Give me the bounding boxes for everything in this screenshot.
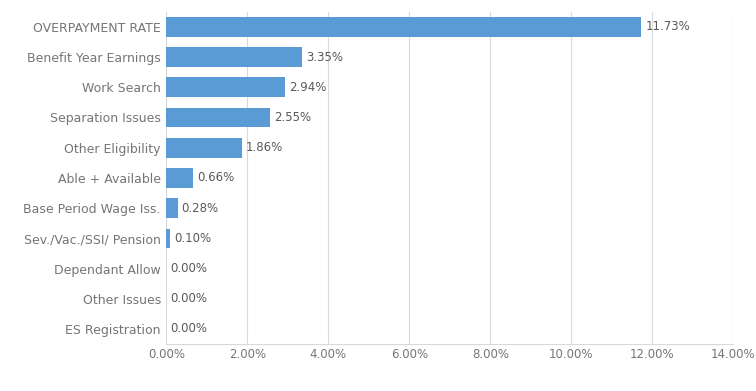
Text: 2.55%: 2.55%	[274, 111, 311, 124]
Bar	[166, 198, 178, 218]
Bar	[166, 47, 302, 67]
Bar	[166, 77, 285, 97]
Bar	[166, 108, 270, 127]
Text: 3.35%: 3.35%	[306, 50, 343, 64]
Text: 1.86%: 1.86%	[246, 141, 283, 154]
Text: 0.10%: 0.10%	[175, 232, 212, 245]
Text: 0.00%: 0.00%	[170, 292, 207, 305]
Text: 0.00%: 0.00%	[170, 323, 207, 335]
Bar	[166, 168, 193, 188]
Text: 0.28%: 0.28%	[181, 202, 218, 215]
Text: 2.94%: 2.94%	[290, 81, 327, 94]
Text: 0.66%: 0.66%	[197, 171, 234, 185]
Text: 11.73%: 11.73%	[646, 20, 690, 33]
Bar	[166, 17, 641, 37]
Bar	[166, 138, 242, 158]
Text: 0.00%: 0.00%	[170, 262, 207, 275]
Bar	[166, 228, 170, 248]
